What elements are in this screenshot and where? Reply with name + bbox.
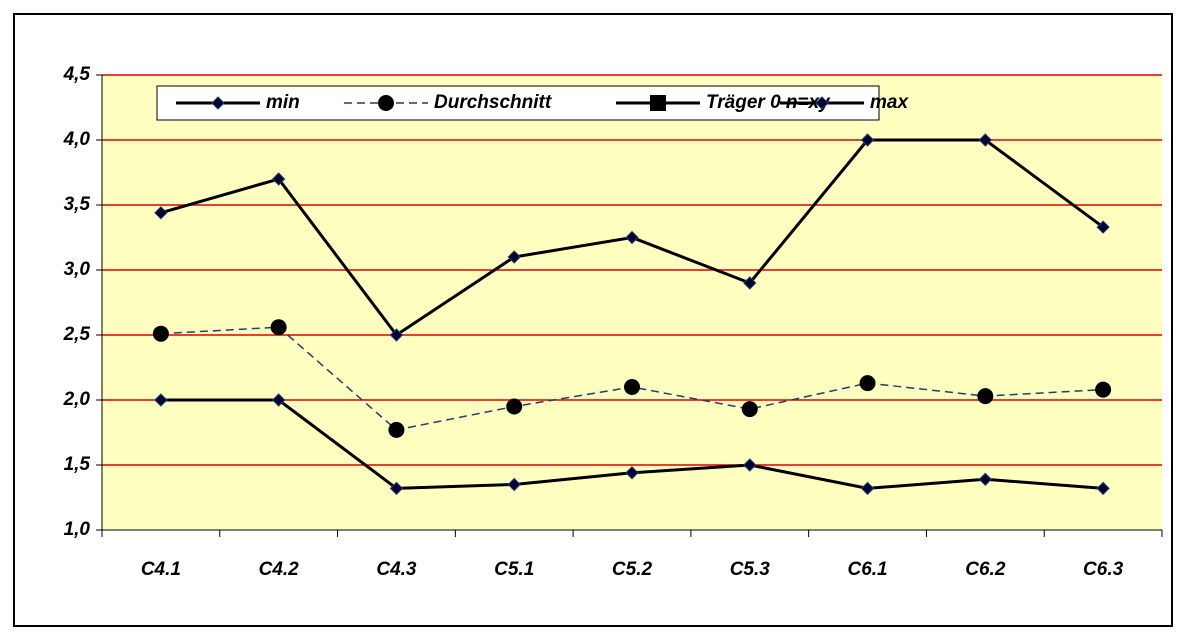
data-point	[978, 472, 993, 487]
y-tick-label: 4,0	[63, 129, 91, 150]
x-tick-label: C5.3	[730, 559, 771, 580]
plot-area	[102, 75, 1162, 530]
data-point	[859, 375, 876, 392]
x-tick-label: C6.3	[1083, 559, 1124, 580]
data-point	[625, 230, 639, 245]
x-tick-label: C6.2	[965, 559, 1006, 580]
data-point	[977, 388, 994, 405]
x-tick-label: C4.1	[141, 559, 181, 580]
y-tick-label: 2,0	[63, 389, 91, 410]
data-point	[1095, 381, 1112, 398]
data-point	[978, 133, 993, 147]
x-tick-label: C6.1	[847, 559, 887, 580]
data-point	[388, 421, 405, 438]
data-point	[389, 481, 404, 496]
legend-label: min	[266, 92, 300, 113]
y-tick-label: 1,5	[64, 454, 91, 475]
legend	[156, 85, 880, 121]
legend-marker	[211, 96, 225, 110]
data-point	[624, 379, 640, 395]
y-tick-label: 3,0	[64, 259, 91, 280]
data-point	[860, 481, 875, 496]
data-point	[1096, 481, 1110, 496]
data-point	[154, 206, 168, 220]
legend-label: Durchschnitt	[434, 92, 552, 113]
y-tick-label: 3,5	[64, 194, 91, 215]
x-tick-label: C4.3	[376, 559, 417, 580]
legend-marker	[650, 95, 666, 111]
y-tick-label: 1,0	[64, 519, 91, 540]
data-point	[860, 133, 875, 147]
x-tick-label: C5.2	[612, 559, 653, 580]
data-point	[743, 276, 757, 290]
legend-marker	[815, 96, 829, 110]
data-point	[741, 401, 758, 418]
data-point	[506, 398, 523, 415]
y-tick-label: 4,5	[63, 64, 91, 85]
data-point	[271, 393, 286, 407]
y-tick-label: 2,5	[63, 324, 91, 345]
data-point	[743, 458, 757, 472]
data-point	[625, 466, 639, 480]
data-point	[271, 172, 286, 186]
legend-label: max	[870, 92, 909, 113]
legend-label: Träger 0 n=xy	[706, 92, 831, 113]
data-point	[152, 325, 169, 342]
legend-marker	[378, 95, 394, 111]
x-tick-label: C4.2	[259, 559, 300, 580]
x-tick-label: C5.1	[494, 559, 534, 580]
data-point	[389, 328, 404, 342]
data-point	[507, 250, 521, 264]
data-point	[270, 319, 287, 336]
data-point	[507, 477, 521, 492]
data-point	[154, 393, 168, 407]
data-point	[1096, 220, 1110, 234]
